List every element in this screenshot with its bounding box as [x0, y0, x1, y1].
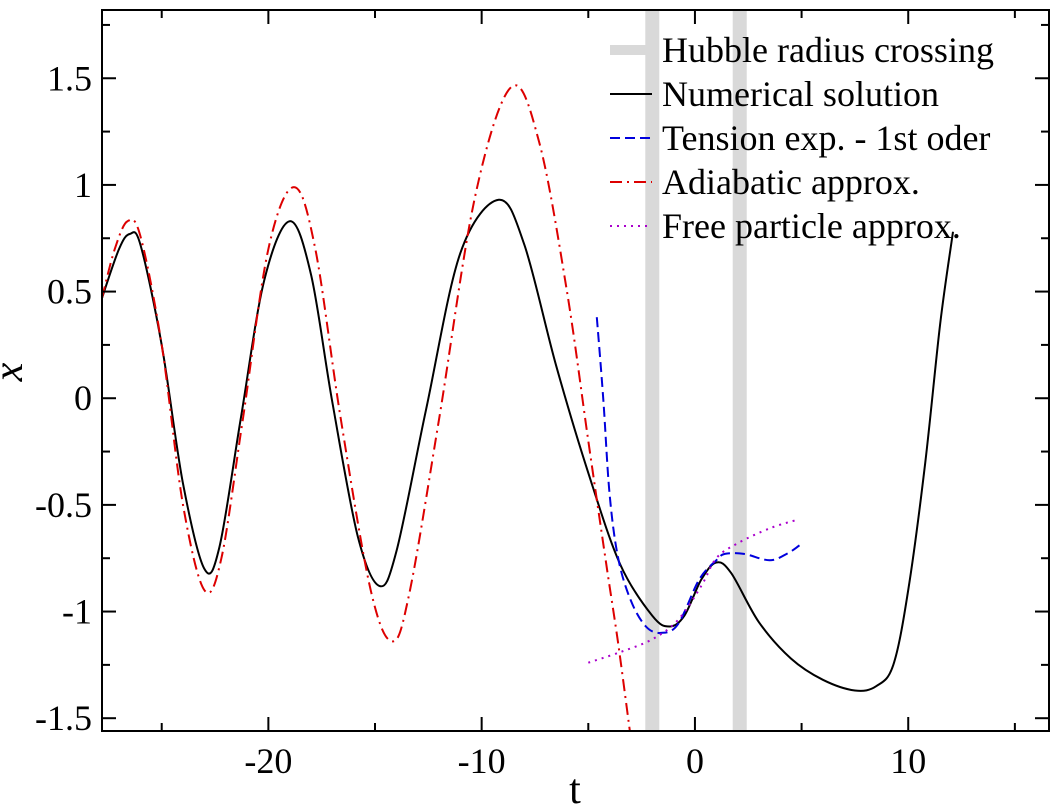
x-tick-label: -20 [244, 741, 292, 781]
series-line-numerical-solution [102, 198, 954, 692]
legend-label-free-particle-approx: Free particle approx. [662, 206, 961, 246]
series-layer [102, 84, 954, 731]
y-axis-label: x [0, 362, 32, 382]
x-tick-label: 0 [686, 741, 704, 781]
y-tick-label: -1.5 [35, 698, 92, 738]
legend-label-tension-exp-1st-oder: Tension exp. - 1st oder [662, 118, 990, 158]
x-axis-label: t [569, 767, 581, 807]
plot-frame [101, 9, 1050, 732]
series-line-free-particle-approx [587, 518, 798, 664]
y-tick-label: -1 [62, 592, 92, 632]
hubble-crossing-bands [645, 10, 747, 731]
legend-label-hubble-radius-crossing: Hubble radius crossing [662, 30, 994, 70]
legend-swatch-hubble-radius-crossing [610, 45, 652, 55]
x-tick-label: -10 [458, 741, 506, 781]
axis-ticks: -20 -10 0 10 -1.5 -1 -0.5 0 0.5 1 1.5 [35, 10, 1049, 781]
y-tick-label: -0.5 [35, 485, 92, 525]
y-tick-label: 0 [74, 378, 92, 418]
series-line-adiabatic-approx [102, 84, 631, 731]
x-tick-label: 10 [890, 741, 926, 781]
hubble-band-1 [645, 10, 660, 731]
legend-label-numerical-solution: Numerical solution [662, 74, 939, 114]
y-tick-label: 0.5 [47, 272, 92, 312]
legend-label-adiabatic-approx: Adiabatic approx. [662, 162, 920, 202]
hubble-band-2 [732, 10, 747, 731]
y-tick-label: 1.5 [47, 58, 92, 98]
series-line-tension-exp-1st-oder [595, 317, 801, 634]
y-tick-label: 1 [74, 165, 92, 205]
